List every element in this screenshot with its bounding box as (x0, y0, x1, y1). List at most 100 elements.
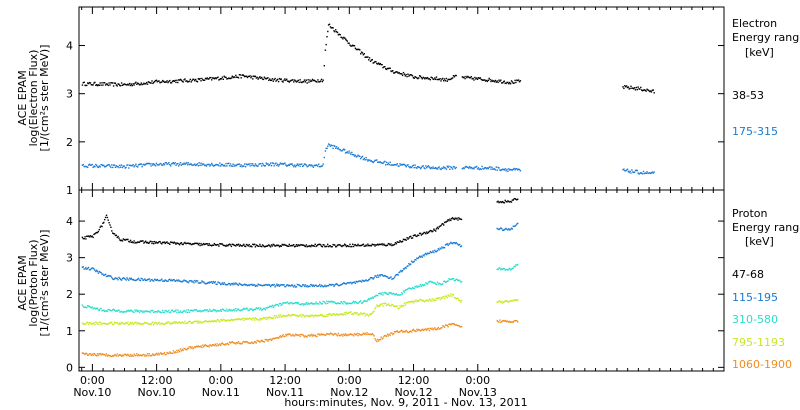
proton-data-point (115, 321, 117, 324)
proton-data-point (155, 352, 158, 355)
electron-data-point (461, 76, 464, 78)
electron-data-point (404, 164, 406, 167)
electron-data-point (204, 164, 207, 166)
proton-data-point (514, 225, 516, 227)
electron-data-point (92, 166, 94, 168)
proton-data-point (457, 297, 459, 300)
proton-data-point (452, 294, 455, 296)
electron-data-point (476, 77, 478, 79)
proton-data-point (346, 334, 348, 337)
electron-series-38-53 (81, 23, 655, 94)
electron-data-point (474, 166, 476, 168)
proton-data-point (202, 310, 204, 312)
proton-data-point (409, 236, 411, 238)
proton-data-point (327, 313, 330, 316)
electron-data-point (466, 76, 468, 79)
electron-data-point (639, 172, 641, 175)
proton-data-point (206, 320, 208, 323)
electron-data-point (314, 80, 316, 82)
proton-data-point (252, 309, 254, 312)
proton-data-point (203, 321, 205, 323)
proton-data-point (195, 320, 198, 322)
proton-data-point (327, 333, 329, 335)
electron-data-point (632, 87, 634, 89)
electron-data-point (340, 36, 342, 38)
proton-data-point (435, 299, 437, 301)
proton-data-point (294, 284, 296, 287)
proton-data-point (112, 309, 114, 311)
proton-data-point (87, 321, 89, 324)
proton-data-point (332, 334, 334, 336)
proton-data-point (285, 244, 287, 246)
proton-data-point (212, 308, 215, 311)
proton-data-point (288, 314, 290, 317)
proton-data-point (136, 323, 138, 325)
proton-data-point (258, 307, 260, 309)
proton-data-point (128, 309, 130, 311)
electron-data-point (386, 67, 389, 70)
proton-data-point (341, 314, 343, 316)
proton-data-point (289, 302, 291, 304)
proton-data-point (251, 308, 253, 310)
proton-data-point (200, 322, 202, 324)
proton-series-1060-1900 (81, 319, 519, 358)
proton-data-point (169, 351, 171, 353)
proton-data-point (459, 218, 461, 220)
electron-data-point (433, 78, 435, 81)
proton-data-point (91, 306, 93, 308)
proton-data-point (339, 284, 341, 286)
electron-data-point (391, 70, 393, 73)
proton-data-point (417, 299, 419, 302)
proton-data-point (434, 327, 436, 329)
electron-data-point (387, 162, 390, 164)
proton-data-point (85, 352, 87, 354)
proton-data-point (176, 242, 178, 244)
proton-data-point (227, 283, 229, 286)
proton-data-point (176, 279, 178, 281)
proton-data-point (285, 302, 287, 304)
proton-data-point (203, 346, 205, 348)
proton-data-point (125, 279, 127, 281)
electron-data-point (117, 165, 119, 168)
electron-data-point (422, 165, 424, 167)
electron-data-point (440, 168, 442, 171)
electron-data-point (409, 166, 411, 169)
proton-y-tick-label: 1 (66, 325, 73, 338)
electron-data-point (443, 80, 445, 82)
electron-data-point (339, 34, 341, 36)
proton-data-point (147, 323, 150, 325)
proton-data-point (222, 308, 224, 311)
proton-data-point (300, 285, 302, 287)
proton-data-point (307, 302, 309, 304)
electron-data-point (445, 168, 448, 170)
electron-data-point (393, 72, 396, 74)
proton-data-point (241, 342, 243, 345)
proton-data-point (220, 344, 222, 346)
proton-data-point (420, 329, 423, 331)
electron-data-point (635, 169, 638, 172)
electron-data-point (468, 76, 470, 78)
proton-data-point (389, 292, 391, 295)
electron-data-point (95, 163, 97, 166)
proton-data-point (408, 263, 410, 265)
proton-data-point (266, 339, 268, 341)
proton-data-point (314, 284, 316, 286)
electron-data-point (510, 169, 513, 171)
proton-data-point (304, 284, 307, 286)
proton-data-point (173, 241, 175, 243)
proton-data-point (285, 333, 287, 336)
proton-data-point (410, 301, 413, 303)
proton-data-point (427, 252, 430, 255)
proton-data-point (323, 333, 325, 336)
electron-data-point (653, 92, 655, 94)
proton-data-point (96, 231, 99, 234)
proton-data-point (87, 305, 89, 307)
proton-data-point (222, 283, 224, 285)
proton-data-point (99, 271, 101, 273)
proton-data-point (153, 311, 155, 314)
proton-data-point (105, 310, 108, 312)
proton-data-point (321, 303, 324, 305)
proton-data-point (128, 324, 130, 326)
electron-data-point (385, 68, 387, 70)
proton-data-point (87, 266, 90, 269)
